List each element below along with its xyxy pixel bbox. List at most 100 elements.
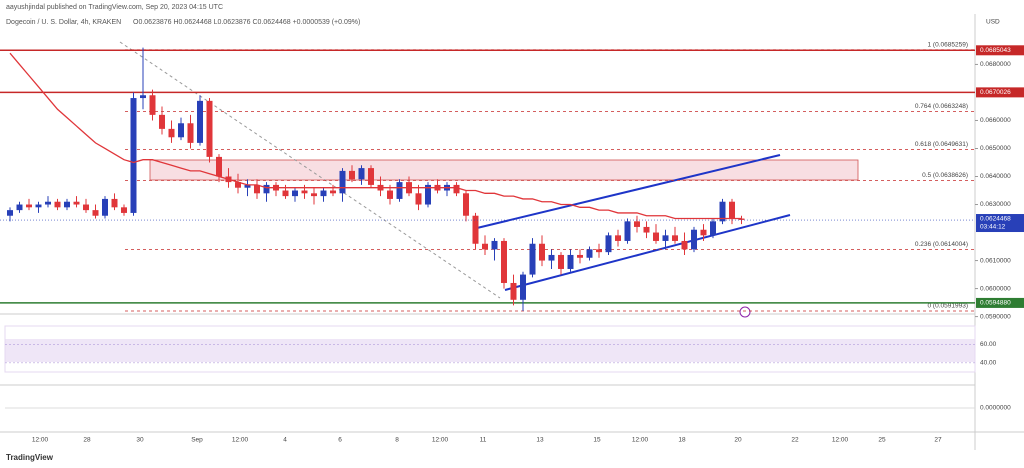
y-tick-label: 0.0630000: [980, 201, 1011, 208]
x-tick-label: 12:00: [632, 437, 649, 444]
macd-tick-label: 0.0000000: [980, 405, 1011, 412]
candle-body: [45, 201, 51, 205]
x-tick-label: 25: [878, 437, 886, 444]
level-tag-box: [976, 297, 1024, 308]
y-tick-label: 0.0600000: [980, 285, 1011, 292]
x-tick-label: 22: [791, 437, 799, 444]
candle-body: [729, 201, 735, 219]
level-tag: 0.0594880: [980, 300, 1011, 307]
candle-body: [35, 204, 42, 208]
candle-body: [548, 254, 555, 261]
countdown: 03:44:12: [980, 224, 1006, 231]
candle-body: [491, 240, 498, 250]
candle-body: [624, 221, 631, 241]
candle-body: [130, 98, 137, 213]
candle-body: [159, 114, 165, 129]
x-tick-label: 20: [734, 437, 742, 444]
candle-body: [16, 204, 23, 211]
candle-body: [615, 235, 621, 241]
candle-body: [7, 210, 13, 216]
candle-body: [121, 207, 127, 213]
candle-body: [301, 190, 308, 194]
candle-body: [254, 184, 260, 194]
candle-body: [263, 184, 270, 194]
candle-body: [206, 100, 213, 157]
x-tick-label: 15: [593, 437, 601, 444]
candle-body: [387, 190, 393, 199]
currency: USD: [986, 19, 1000, 26]
candle-body: [396, 182, 403, 199]
candle-body: [520, 274, 526, 300]
candle-body: [738, 218, 745, 220]
x-tick-label: 13: [536, 437, 544, 444]
candle-body: [358, 168, 365, 180]
level-tag: 0.0670026: [980, 89, 1011, 96]
candle-body: [643, 226, 650, 233]
last-price: 0.0624468: [980, 216, 1011, 223]
x-tick-label: 6: [338, 437, 342, 444]
candle-body: [700, 229, 707, 236]
x-tick-label: 12:00: [432, 437, 449, 444]
rsi-tick-label: 60.00: [980, 341, 997, 348]
x-tick-label: 28: [83, 437, 91, 444]
candle-body: [368, 168, 374, 185]
last-price-box: [976, 214, 1024, 233]
candle-body: [539, 243, 545, 261]
x-tick-label: 12:00: [232, 437, 249, 444]
candle-body: [178, 123, 184, 138]
candle-body: [605, 235, 612, 253]
candle-body: [292, 190, 298, 197]
candle-body: [510, 282, 517, 300]
x-tick-label: 18: [678, 437, 686, 444]
resistance-zone: [149, 159, 859, 181]
candle-body: [140, 95, 146, 99]
candle-body: [529, 243, 536, 275]
candle-body: [710, 221, 716, 236]
candle-body: [73, 201, 80, 205]
level-tag: 0.0685043: [980, 47, 1011, 54]
candle-body: [54, 201, 61, 208]
candle-body: [339, 170, 346, 194]
fib-label: 1 (0.0685259): [928, 41, 968, 48]
candle-body: [463, 193, 469, 216]
candle-body: [349, 170, 355, 180]
candle-body: [662, 235, 669, 241]
x-tick-label: 12:00: [32, 437, 49, 444]
candle-body: [567, 254, 574, 269]
byline: aayushjindal published on TradingView.co…: [6, 4, 223, 11]
ohlc: O0.0623876 H0.0624468 L0.0623876 C0.0624…: [133, 19, 360, 26]
brand: TradingView: [6, 453, 54, 462]
candle-body: [92, 210, 99, 216]
candle-body: [149, 95, 156, 115]
candle-body: [558, 254, 564, 269]
symbol: Dogecoin / U. S. Dollar, 4h, KRAKEN: [6, 19, 121, 26]
fib-label: 0.764 (0.0663248): [915, 103, 968, 110]
candle-body: [187, 123, 194, 143]
event-icon: [739, 306, 751, 318]
rsi-band: [5, 339, 975, 362]
x-tick-label: 4: [283, 437, 287, 444]
candle-body: [501, 240, 507, 283]
rsi-tick-label: 40.00: [980, 360, 997, 367]
fib-label: 0.236 (0.0614004): [915, 241, 968, 248]
x-tick-label: 12:00: [832, 437, 849, 444]
level-tag-box: [976, 87, 1024, 98]
y-tick-label: 0.0680000: [980, 61, 1011, 68]
candle-body: [83, 204, 89, 211]
candle-body: [26, 204, 32, 208]
candle-body: [672, 235, 678, 241]
x-tick-label: 30: [136, 437, 144, 444]
candle-body: [691, 229, 697, 250]
candle-body: [634, 221, 640, 227]
candle-body: [235, 182, 241, 188]
candle-body: [111, 198, 118, 208]
candle-body: [282, 190, 289, 197]
candle-body: [453, 184, 460, 194]
x-tick-label: 11: [480, 437, 487, 444]
x-tick-label: 8: [395, 437, 399, 444]
moving-average: [9, 52, 742, 220]
fib-trend-line: [119, 41, 501, 299]
candle-body: [586, 249, 593, 258]
